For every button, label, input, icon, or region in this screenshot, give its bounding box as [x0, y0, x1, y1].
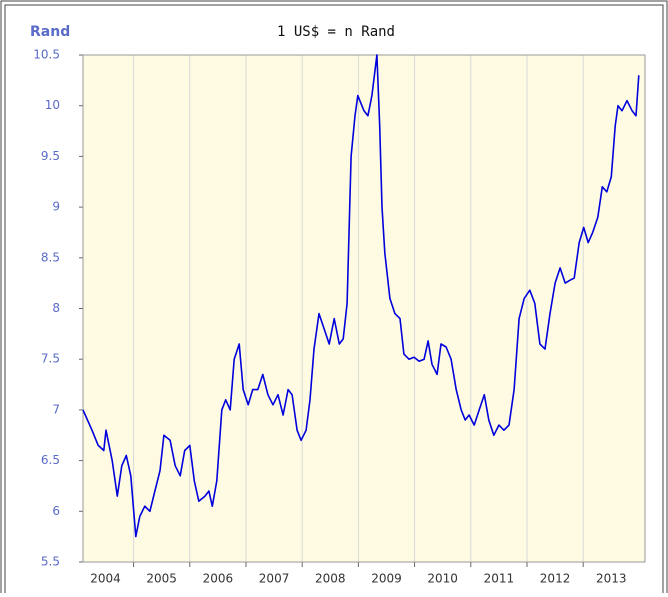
y-tick-label: 9 — [52, 200, 60, 214]
x-tick-label: 2012 — [540, 572, 571, 586]
y-tick-label: 10 — [45, 98, 60, 112]
y-tick-label: 7.5 — [41, 352, 60, 366]
x-tick-label: 2005 — [146, 572, 177, 586]
y-tick-label: 8.5 — [41, 250, 60, 264]
plot-border — [82, 54, 646, 563]
x-tick-label: 2008 — [315, 572, 346, 586]
chart-title: 1 US$ = n Rand — [277, 24, 395, 40]
y-tick-label: 5.5 — [41, 555, 60, 569]
x-tick-label: 2007 — [259, 572, 290, 586]
frame-inner — [4, 4, 664, 597]
y-tick-label: 9.5 — [41, 149, 60, 163]
x-tick-label: 2009 — [371, 572, 402, 586]
x-tick-label: 2011 — [484, 572, 515, 586]
line-series — [82, 54, 640, 538]
y-tick-label: 6 — [52, 504, 60, 518]
y-tick-label: 10.5 — [33, 48, 60, 62]
x-tick-label: 2013 — [596, 572, 627, 586]
y-tick-label: 6.5 — [41, 453, 60, 467]
y-tick-label: 8 — [52, 301, 60, 315]
y-tick-label: 7 — [52, 402, 60, 416]
y-axis-label: Rand — [30, 24, 70, 40]
x-tick-label: 2006 — [203, 572, 234, 586]
x-tick-label: 2010 — [427, 572, 458, 586]
x-tick-label: 2004 — [90, 572, 121, 586]
plot-background — [83, 55, 645, 562]
